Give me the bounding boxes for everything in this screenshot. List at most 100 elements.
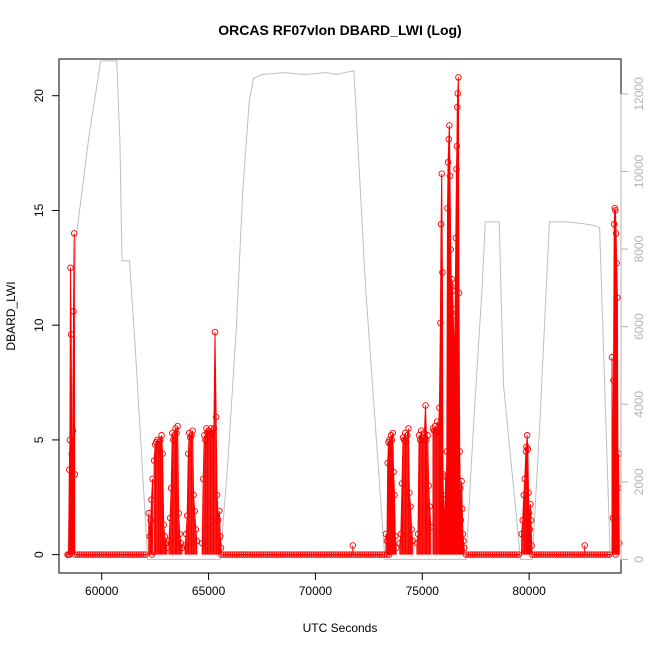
data-point: [248, 551, 256, 558]
data-point: [484, 551, 492, 558]
data-point: [69, 427, 77, 434]
data-point: [450, 312, 457, 320]
data-point: [518, 530, 525, 538]
data-point: [183, 512, 191, 519]
data-point: [286, 551, 293, 558]
data-point: [525, 510, 533, 517]
data-point: [509, 551, 516, 558]
data-point: [319, 551, 326, 558]
data-point: [446, 122, 453, 129]
data-point: [588, 551, 595, 558]
data-point: [599, 551, 606, 558]
data-point: [498, 551, 505, 558]
data-point: [326, 551, 333, 558]
data-point: [147, 516, 154, 524]
data-point: [465, 551, 472, 558]
data-point: [315, 551, 322, 558]
data-point: [202, 436, 209, 444]
data-point: [193, 537, 201, 545]
data-point: [174, 422, 181, 430]
data-point: [446, 172, 454, 180]
data-point: [527, 516, 535, 524]
data-point: [469, 551, 476, 558]
data-point: [427, 523, 435, 531]
data-point: [160, 521, 167, 529]
data-point: [445, 136, 453, 143]
data-point: [511, 551, 518, 558]
data-point: [590, 551, 598, 558]
data-point: [113, 551, 121, 558]
data-point: [608, 354, 616, 361]
data-point: [350, 551, 357, 558]
data-point: [430, 427, 438, 434]
chart-title: ORCAS RF07vlon DBARD_LWI (Log): [218, 22, 461, 38]
data-point: [124, 551, 132, 558]
data-point: [308, 551, 315, 558]
data-point: [356, 551, 364, 558]
data-point: [175, 510, 182, 517]
y-axis-label: DBARD_LWI: [4, 281, 18, 350]
data-point: [519, 516, 526, 524]
data-point: [546, 551, 554, 558]
data-point: [471, 551, 479, 558]
data-point: [158, 432, 165, 439]
data-point: [444, 204, 451, 212]
data-point: [71, 471, 79, 478]
data-point: [424, 432, 431, 439]
data-point: [487, 551, 494, 558]
data-point: [480, 551, 487, 558]
data-point: [413, 539, 421, 547]
data-point: [312, 551, 320, 558]
y2-tick-label: 12000: [632, 77, 646, 111]
data-point: [85, 551, 92, 558]
data-point: [271, 551, 278, 558]
x-tick-label: 60000: [85, 584, 119, 598]
data-point: [229, 551, 236, 558]
data-point: [165, 537, 173, 545]
data-point: [568, 551, 576, 558]
data-point: [363, 551, 370, 558]
data-point: [420, 436, 427, 444]
data-point: [500, 551, 507, 558]
data-point: [454, 103, 461, 111]
data-point: [288, 551, 295, 558]
data-point: [111, 551, 118, 558]
data-point: [199, 475, 207, 483]
data-point: [457, 484, 464, 492]
data-point: [473, 551, 481, 558]
y2-tick-label: 8000: [632, 235, 646, 262]
data-point: [135, 551, 143, 558]
data-point: [478, 551, 485, 558]
data-point: [186, 429, 193, 437]
y2-tick-label: 6000: [632, 313, 646, 340]
data-point: [349, 542, 357, 549]
data-point: [436, 404, 443, 412]
data-point: [115, 551, 123, 558]
data-point: [414, 530, 422, 538]
data-point: [397, 530, 405, 538]
data-point: [149, 475, 156, 483]
data-point: [376, 551, 383, 558]
data-point: [150, 457, 158, 464]
data-point: [109, 551, 116, 558]
data-point: [242, 551, 249, 558]
data-point: [257, 551, 265, 558]
data-point: [433, 418, 441, 425]
data-point: [559, 551, 567, 558]
data-point: [564, 551, 571, 558]
data-point: [528, 542, 535, 549]
data-point: [157, 436, 164, 444]
data-point: [489, 551, 496, 558]
y-tick-label: 0: [32, 551, 46, 558]
data-point: [396, 539, 404, 547]
data-point: [339, 551, 346, 558]
data-point: [122, 551, 129, 558]
data-point: [386, 436, 393, 444]
data-point: [579, 551, 587, 558]
data-point: [216, 507, 223, 515]
data-point: [447, 246, 454, 253]
data-point: [513, 551, 520, 558]
data-point: [207, 425, 214, 432]
data-point: [443, 448, 451, 455]
secondary-series-line: [67, 60, 611, 560]
